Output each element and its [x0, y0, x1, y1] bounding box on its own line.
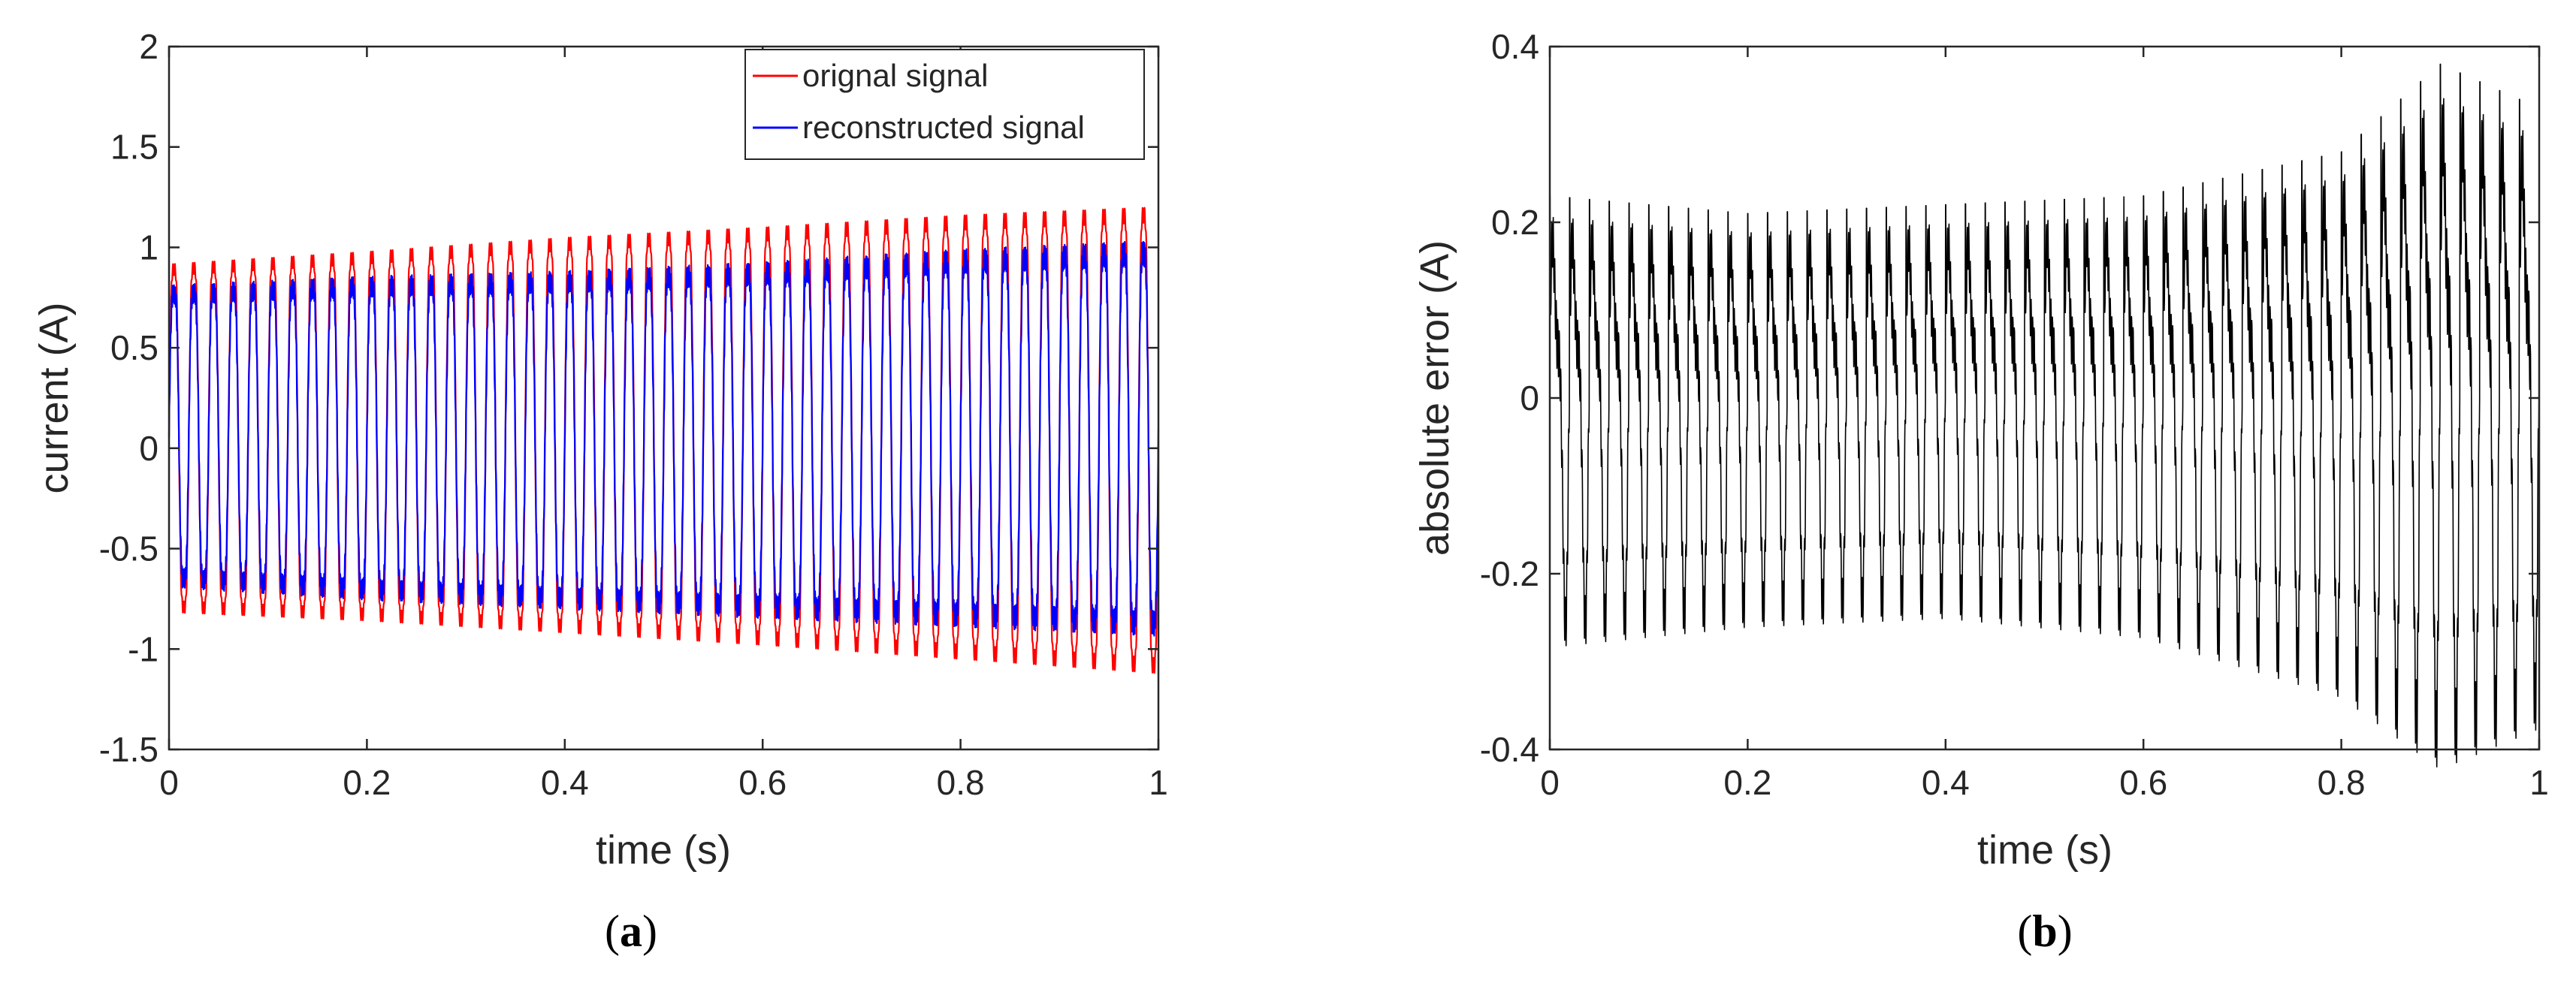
panel-a: -1.5 -1 -0.5 0 0.5 1 1.5 2 0 0.2 0.4 0.6 0.8 1 orign…: [32, 27, 1168, 956]
x-axis-label-a: time (s): [596, 828, 731, 873]
series-line: [1549, 63, 2540, 767]
y-tick-label: -0.4: [1480, 730, 1539, 769]
x-ticks-a: 0 0.2 0.4 0.6 0.8 1: [159, 47, 1168, 802]
y-tick-label: -1.5: [99, 730, 159, 769]
panel-label-a: (a): [605, 906, 657, 956]
y-tick-label: 0.2: [1491, 203, 1539, 242]
legend-box-a: [744, 49, 1145, 160]
x-tick-label: 1: [1149, 763, 1168, 802]
x-ticks-b: 0 0.2 0.4 0.6 0.8 1: [1540, 47, 2549, 802]
panel-label-b: (b): [2017, 906, 2072, 956]
x-tick-label: 0.2: [343, 763, 391, 802]
x-tick-label: 1: [2529, 763, 2549, 802]
legend-label-original: orignal signal: [802, 58, 989, 93]
y-tick-label: 1: [139, 228, 159, 267]
y-ticks-b: -0.4 -0.2 0 0.2 0.4: [1480, 27, 2539, 769]
x-tick-label: 0.6: [2119, 763, 2167, 802]
y-tick-label: -0.5: [99, 529, 159, 568]
x-tick-label: 0.6: [738, 763, 787, 802]
y-tick-label: -1: [128, 629, 159, 668]
panel-letter-a: a: [620, 906, 642, 956]
legend-a: orignal signal reconstructed signal: [744, 49, 1145, 160]
y-tick-label: 0: [1520, 378, 1539, 418]
x-tick-label: 0: [159, 763, 179, 802]
panel-letter-b: b: [2032, 906, 2057, 956]
y-tick-label: 0.5: [110, 328, 159, 367]
x-tick-label: 0.8: [937, 763, 985, 802]
series-absolute-error: [1549, 63, 2540, 767]
y-tick-label: 1.5: [110, 128, 159, 167]
y-ticks-a: -1.5 -1 -0.5 0 0.5 1 1.5 2: [99, 27, 1158, 769]
y-tick-label: 0: [139, 429, 159, 468]
x-axis-label-b: time (s): [1977, 828, 2112, 873]
y-axis-label-a: current (A): [32, 302, 77, 493]
legend-label-reconstructed: reconstructed signal: [802, 110, 1085, 145]
x-tick-label: 0.2: [1723, 763, 1771, 802]
x-tick-label: 0: [1540, 763, 1560, 802]
series-reconstructed-signal: [168, 240, 1160, 637]
series-line: [168, 240, 1160, 637]
x-tick-label: 0.8: [2318, 763, 2366, 802]
y-tick-label: -0.2: [1480, 554, 1539, 593]
panel-b: -0.4-0.200.20.4 0 0.2 0.4 0.6 0.8 1 time (s) …: [1412, 27, 2549, 956]
y-axis-label-b: absolute error (A): [1412, 240, 1457, 556]
x-tick-label: 0.4: [541, 763, 589, 802]
y-tick-label: 0.4: [1491, 27, 1539, 66]
y-tick-label: 2: [139, 27, 159, 66]
x-tick-label: 0.4: [1922, 763, 1970, 802]
axes-frame-a: [168, 45, 1160, 751]
